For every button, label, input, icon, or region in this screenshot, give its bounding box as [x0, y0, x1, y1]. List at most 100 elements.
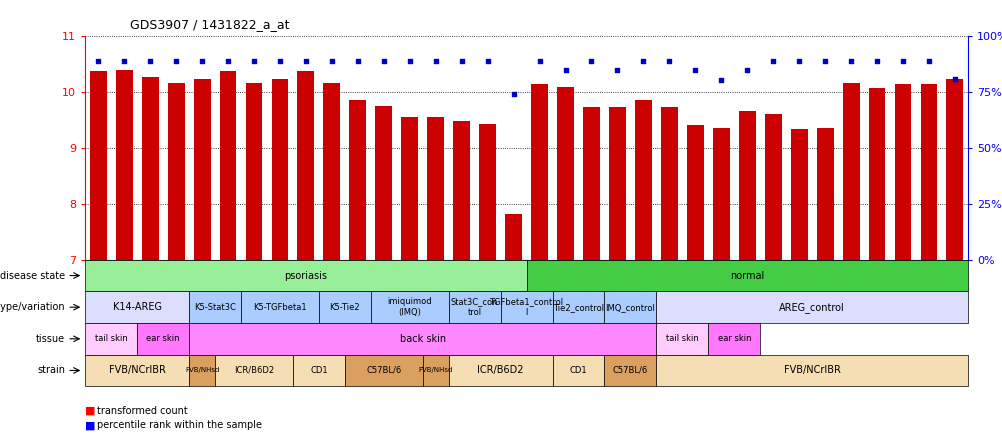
Text: CD1: CD1	[569, 366, 587, 375]
Point	[298, 57, 314, 64]
Point	[894, 57, 910, 64]
Text: K5-Tie2: K5-Tie2	[330, 303, 360, 312]
Point	[324, 57, 340, 64]
Bar	[686, 125, 703, 260]
Text: Stat3C_con
trol: Stat3C_con trol	[451, 297, 498, 317]
Point	[557, 67, 573, 74]
Text: ICR/B6D2: ICR/B6D2	[233, 366, 274, 375]
Bar	[634, 100, 651, 260]
Point	[712, 77, 728, 84]
Point	[686, 67, 702, 74]
Point	[738, 67, 755, 74]
Point	[427, 57, 443, 64]
Point	[583, 57, 599, 64]
Text: AREG_control: AREG_control	[779, 302, 844, 313]
Point	[920, 57, 936, 64]
Text: FVB/NCrIBR: FVB/NCrIBR	[108, 365, 165, 376]
Text: FVB/NHsd: FVB/NHsd	[418, 368, 453, 373]
Text: back skin: back skin	[399, 334, 445, 344]
Bar	[556, 87, 573, 260]
Point	[479, 57, 495, 64]
Point	[946, 75, 962, 83]
Point	[376, 57, 392, 64]
Point	[505, 91, 521, 98]
Bar	[894, 84, 911, 260]
Point	[843, 57, 859, 64]
Text: Tie2_control: Tie2_control	[552, 303, 603, 312]
Point	[402, 57, 418, 64]
Text: ■: ■	[85, 420, 95, 430]
Text: IMQ_control: IMQ_control	[605, 303, 654, 312]
Point	[116, 57, 132, 64]
Text: FVB/NHsd: FVB/NHsd	[184, 368, 219, 373]
Bar	[349, 100, 366, 260]
Point	[272, 57, 288, 64]
Text: ICR/B6D2: ICR/B6D2	[477, 365, 523, 376]
Text: tail skin: tail skin	[95, 334, 127, 343]
Point	[193, 57, 209, 64]
Bar	[660, 107, 677, 260]
Bar	[712, 128, 729, 260]
Text: imiquimod
(IMQ): imiquimod (IMQ)	[387, 297, 432, 317]
Text: GDS3907 / 1431822_a_at: GDS3907 / 1431822_a_at	[130, 18, 290, 31]
Bar	[946, 79, 962, 260]
Bar	[427, 117, 444, 260]
Point	[868, 57, 884, 64]
Text: disease state: disease state	[0, 270, 65, 281]
Point	[90, 57, 106, 64]
Text: strain: strain	[37, 365, 65, 376]
Text: ■: ■	[85, 406, 95, 416]
Point	[142, 57, 158, 64]
Point	[817, 57, 833, 64]
Text: psoriasis: psoriasis	[285, 270, 327, 281]
Bar	[401, 117, 418, 260]
Point	[634, 57, 650, 64]
Bar	[90, 71, 106, 260]
Bar	[219, 71, 236, 260]
Bar	[115, 70, 132, 260]
Bar	[842, 83, 859, 260]
Bar	[141, 77, 158, 260]
Bar	[505, 214, 521, 260]
Bar	[245, 83, 263, 260]
Bar	[582, 107, 599, 260]
Bar	[375, 106, 392, 260]
Bar	[453, 121, 470, 260]
Point	[765, 57, 781, 64]
Bar	[920, 84, 937, 260]
Bar	[738, 111, 755, 260]
Text: C57BL/6: C57BL/6	[612, 366, 647, 375]
Text: genotype/variation: genotype/variation	[0, 302, 65, 312]
Bar	[608, 107, 625, 260]
Text: ear skin: ear skin	[146, 334, 179, 343]
Point	[168, 57, 184, 64]
Bar	[193, 79, 210, 260]
Bar	[479, 124, 496, 260]
Bar	[298, 71, 314, 260]
Point	[660, 57, 676, 64]
Bar	[531, 84, 547, 260]
Text: K5-TGFbeta1: K5-TGFbeta1	[253, 303, 307, 312]
Text: K5-Stat3C: K5-Stat3C	[194, 303, 235, 312]
Text: C57BL/6: C57BL/6	[366, 366, 401, 375]
Point	[219, 57, 235, 64]
Text: transformed count: transformed count	[97, 406, 187, 416]
Text: TGFbeta1_control
l: TGFbeta1_control l	[489, 297, 563, 317]
Text: tissue: tissue	[36, 334, 65, 344]
Point	[245, 57, 262, 64]
Bar	[790, 129, 807, 260]
Bar	[272, 79, 289, 260]
Text: K14-AREG: K14-AREG	[112, 302, 161, 312]
Point	[350, 57, 366, 64]
Text: normal: normal	[729, 270, 764, 281]
Bar	[764, 114, 781, 260]
Text: tail skin: tail skin	[665, 334, 698, 343]
Point	[609, 67, 625, 74]
Text: CD1: CD1	[310, 366, 328, 375]
Point	[791, 57, 807, 64]
Bar	[868, 87, 885, 260]
Text: FVB/NCrIBR: FVB/NCrIBR	[783, 365, 840, 376]
Text: percentile rank within the sample: percentile rank within the sample	[97, 420, 263, 430]
Bar	[323, 83, 340, 260]
Bar	[167, 83, 184, 260]
